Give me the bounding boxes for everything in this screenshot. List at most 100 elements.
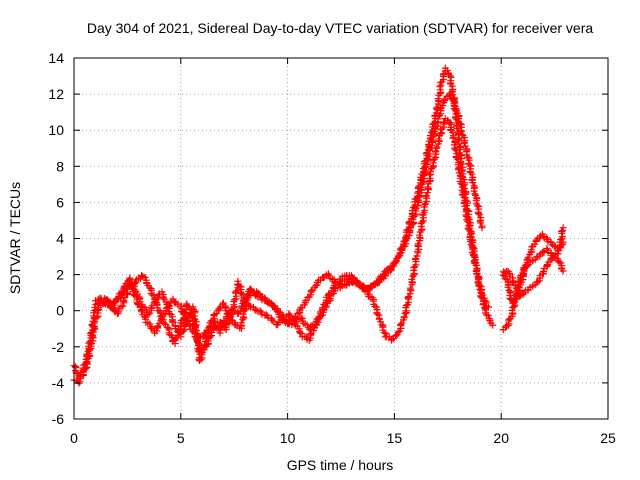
x-tick-label: 10 [280, 430, 296, 446]
axis-ticks: 0 5 10 15 20 25 -6 -4 -2 0 2 4 6 8 10 12 14 [48, 50, 616, 446]
data-point [336, 281, 344, 289]
data-point [452, 154, 460, 162]
data-point [402, 235, 410, 243]
data-point [394, 328, 402, 336]
data-point [115, 307, 122, 315]
data-point [425, 140, 433, 148]
data-point [510, 296, 518, 304]
data-point [231, 296, 239, 304]
y-tick-label: -6 [52, 411, 65, 427]
data-point [197, 356, 205, 364]
data-point [274, 307, 281, 315]
series-track-a [70, 64, 497, 380]
data-point [171, 335, 179, 343]
data-point [558, 233, 566, 241]
data-point [475, 210, 482, 217]
x-tick-label: 0 [70, 430, 78, 446]
data-point [159, 294, 167, 302]
x-axis-label: GPS time / hours [287, 457, 394, 473]
data-point [519, 291, 527, 298]
data-point [434, 95, 442, 103]
data-point [160, 310, 168, 318]
data-point [466, 227, 474, 235]
data-point [254, 290, 262, 298]
y-tick-label: 4 [56, 231, 64, 247]
data-point [478, 224, 486, 232]
data-point [118, 291, 126, 299]
data-point [236, 282, 244, 290]
data-point [418, 218, 426, 226]
data-point [469, 179, 477, 187]
grid [74, 58, 608, 419]
data-point [478, 290, 485, 297]
data-point [559, 224, 567, 232]
data-point [534, 278, 542, 286]
data-point [432, 123, 440, 131]
data-point [233, 287, 241, 295]
data-point [93, 313, 101, 321]
data-point [543, 234, 551, 242]
data-point [380, 329, 388, 337]
series-track-f [499, 224, 567, 300]
data-point [146, 309, 154, 317]
data-point [391, 258, 399, 266]
data-point [404, 294, 412, 302]
data-point [456, 151, 464, 159]
data-point [296, 328, 304, 336]
data-point [86, 346, 93, 354]
data-point [484, 303, 492, 311]
data-point [413, 252, 421, 260]
data-point [416, 192, 424, 200]
data-point [473, 269, 481, 277]
data-point [449, 96, 457, 104]
data-point [555, 247, 563, 255]
data-point [511, 295, 519, 303]
data-point [476, 211, 484, 219]
data-point [489, 321, 497, 329]
data-point [400, 313, 408, 321]
data-point [392, 332, 399, 340]
data-point [469, 250, 477, 258]
data-point [103, 296, 111, 304]
y-tick-label: -2 [52, 339, 65, 355]
data-point [484, 312, 492, 319]
data-point [91, 318, 99, 326]
x-tick-label: 25 [600, 430, 616, 446]
data-point [454, 166, 462, 174]
data-point [215, 305, 223, 313]
series-track-c [91, 89, 486, 344]
data-point [467, 237, 474, 245]
y-tick-label: 12 [48, 86, 64, 102]
data-point [262, 296, 270, 304]
x-tick-label: 15 [387, 430, 403, 446]
data-point [421, 170, 429, 178]
data-point [168, 317, 176, 325]
data-point [264, 313, 272, 321]
data-point [151, 295, 159, 303]
data-point [82, 365, 90, 373]
series-track-b [70, 115, 492, 387]
data-point [423, 160, 431, 168]
data-point [219, 299, 227, 307]
data-point [237, 319, 245, 327]
data-point [375, 274, 383, 282]
data-point [557, 236, 565, 244]
data-point [199, 333, 207, 341]
data-point [268, 316, 276, 324]
y-tick-label: 10 [48, 122, 64, 138]
data-point [247, 285, 255, 293]
data-point [439, 102, 447, 110]
data-point [209, 316, 217, 324]
data-point [83, 358, 91, 366]
data-point [175, 326, 183, 334]
data-point [426, 171, 433, 179]
data-point [428, 136, 436, 144]
x-tick-label: 20 [493, 430, 509, 446]
data-point [206, 333, 214, 341]
data-point [307, 287, 315, 295]
data-point [237, 290, 245, 298]
data-point [408, 275, 416, 283]
data-point [474, 202, 482, 210]
data-point [555, 258, 563, 266]
